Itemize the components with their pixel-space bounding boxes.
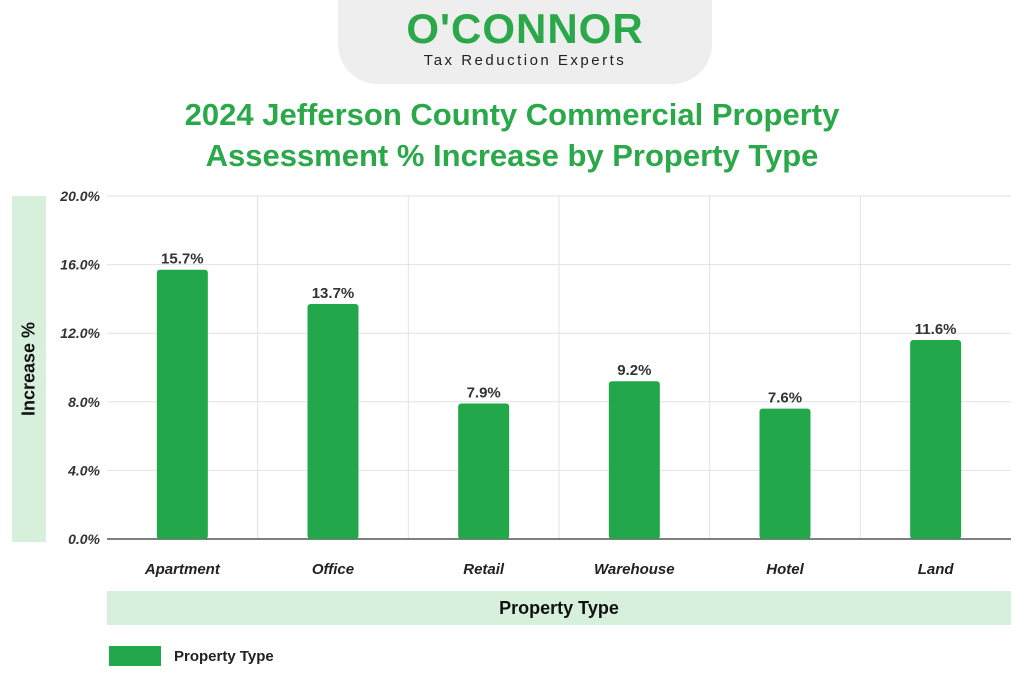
x-tick-label-apartment: Apartment — [144, 561, 221, 578]
chart-title: 2024 Jefferson County Commercial Propert… — [0, 94, 1024, 176]
x-axis-label: Property Type — [107, 591, 1011, 625]
y-tick-label: 4.0% — [67, 462, 100, 478]
legend-swatch — [109, 646, 161, 666]
bar-apartment — [156, 269, 208, 539]
y-tick-label: 12.0% — [60, 325, 100, 341]
data-label-hotel: 7.6% — [768, 390, 802, 407]
logo-banner: O'CONNOR Tax Reduction Experts — [338, 0, 712, 84]
data-label-apartment: 15.7% — [161, 251, 204, 268]
brand-logo: O'CONNOR — [406, 5, 644, 52]
bar-retail — [458, 403, 510, 539]
data-label-retail: 7.9% — [467, 385, 501, 402]
y-tick-label: 20.0% — [59, 188, 100, 204]
x-tick-label-retail: Retail — [463, 561, 505, 578]
y-tick-label: 16.0% — [60, 257, 100, 273]
y-tick-label: 0.0% — [68, 531, 100, 547]
chart-title-line-1: 2024 Jefferson County Commercial Propert… — [184, 97, 840, 132]
bar-warehouse — [608, 381, 660, 539]
x-tick-label-warehouse: Warehouse — [594, 561, 675, 578]
chart-title-line-2: Assessment % Increase by Property Type — [205, 138, 819, 173]
legend-label: Property Type — [174, 647, 274, 665]
data-label-land: 11.6% — [915, 321, 957, 338]
y-tick-label: 8.0% — [68, 394, 100, 410]
brand-tagline: Tax Reduction Experts — [423, 52, 627, 69]
y-axis-label-band — [12, 196, 46, 542]
bar-land — [910, 340, 962, 539]
x-tick-label-office: Office — [312, 561, 354, 578]
data-label-warehouse: 9.2% — [617, 362, 651, 379]
x-tick-label-hotel: Hotel — [766, 561, 804, 578]
bar-office — [307, 304, 359, 539]
data-label-office: 13.7% — [312, 285, 355, 302]
x-tick-label-land: Land — [918, 561, 955, 578]
bar-hotel — [759, 408, 811, 539]
legend: Property Type — [109, 645, 274, 667]
